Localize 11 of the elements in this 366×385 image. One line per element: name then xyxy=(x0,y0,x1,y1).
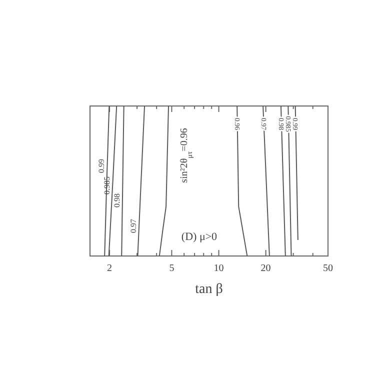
x-tick-label: 5 xyxy=(169,263,174,274)
x-tick-label: 2 xyxy=(107,263,112,274)
x-tick-label: 50 xyxy=(323,263,333,274)
text: 0.99 xyxy=(97,159,106,173)
text: 0.98 xyxy=(112,194,122,208)
text: 0.97 xyxy=(128,219,138,233)
x-tick-label: 20 xyxy=(260,263,271,274)
x-tick-label: 10 xyxy=(214,263,224,274)
annotation: (D) μ>0 xyxy=(181,231,218,243)
text: 0.985 xyxy=(102,176,112,194)
x-axis-title: tan β xyxy=(195,282,223,297)
